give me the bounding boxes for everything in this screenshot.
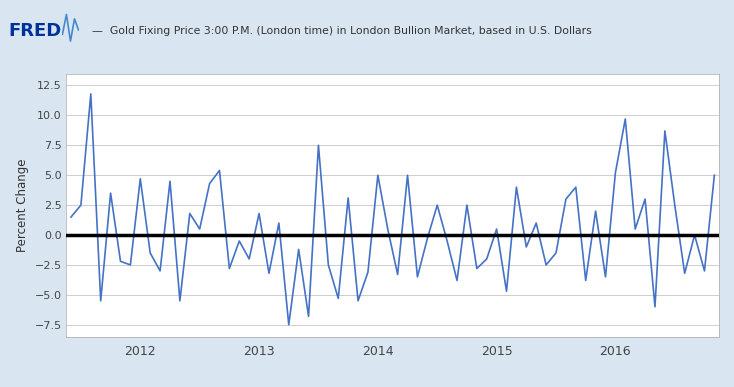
Text: —  Gold Fixing Price 3:00 P.M. (London time) in London Bullion Market, based in : — Gold Fixing Price 3:00 P.M. (London ti… — [92, 26, 592, 36]
Y-axis label: Percent Change: Percent Change — [16, 158, 29, 252]
Text: FRED: FRED — [9, 22, 62, 40]
